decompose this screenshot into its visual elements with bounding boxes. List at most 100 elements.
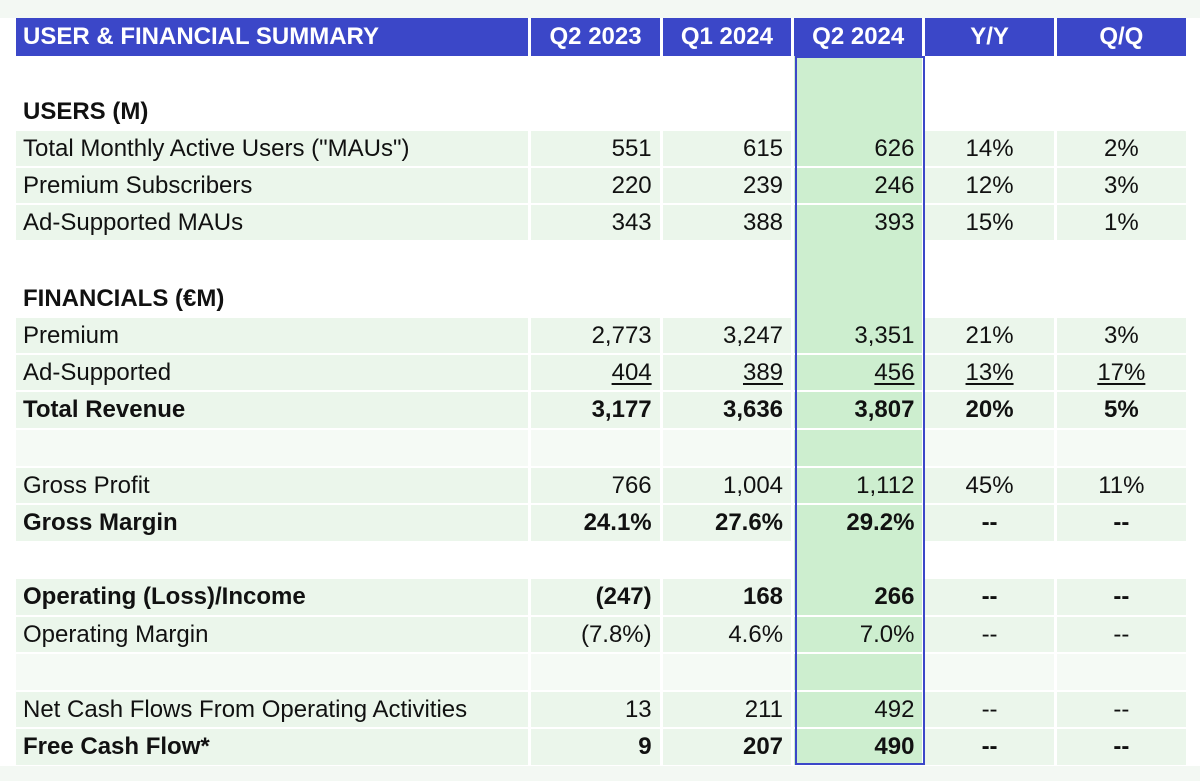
cell-value: 24.1% xyxy=(531,505,660,541)
cell-value: 239 xyxy=(662,168,792,203)
cell-value: 220 xyxy=(531,168,660,203)
cell-value: 13 xyxy=(531,692,660,727)
cell-value: 14% xyxy=(925,131,1054,166)
col-header-q2-2024: Q2 2024 xyxy=(794,18,923,56)
section-title: FINANCIALS (€M) xyxy=(23,285,225,312)
cell-value: 456 xyxy=(794,355,923,390)
table-row: Premium 2,773 3,247 3,351 21% 3% xyxy=(16,318,1186,353)
table-row: Ad-Supported MAUs 343 388 393 15% 1% xyxy=(16,205,1186,240)
cell-value: -- xyxy=(925,505,1054,541)
cell-value: 29.2% xyxy=(794,505,923,541)
col-header-q2-2023: Q2 2023 xyxy=(531,18,660,56)
cell-value: 9 xyxy=(531,729,660,765)
cell-value: (7.8%) xyxy=(531,617,660,652)
section-financials: FINANCIALS (€M) xyxy=(16,280,1186,318)
cell-value: 490 xyxy=(794,729,923,765)
cell-value: -- xyxy=(1056,729,1186,765)
table-row: Premium Subscribers 220 239 246 12% 3% xyxy=(16,168,1186,203)
cell-value: 45% xyxy=(925,468,1054,503)
row-label: Premium xyxy=(16,318,529,353)
table-row: Gross Profit 766 1,004 1,112 45% 11% xyxy=(16,468,1186,503)
table-row: Total Revenue 3,177 3,636 3,807 20% 5% xyxy=(16,392,1186,428)
cell-value: -- xyxy=(925,617,1054,652)
cell-value: 168 xyxy=(662,579,792,615)
cell-value: 492 xyxy=(794,692,923,727)
table-row: Ad-Supported 404 389 456 13% 17% xyxy=(16,355,1186,390)
row-label: Ad-Supported MAUs xyxy=(16,205,529,240)
row-label: Gross Profit xyxy=(16,468,529,503)
spacer-row xyxy=(16,654,1186,690)
row-label: Premium Subscribers xyxy=(16,168,529,203)
cell-value: 389 xyxy=(662,355,792,390)
cell-value: (247) xyxy=(531,579,660,615)
cell-value: -- xyxy=(1056,617,1186,652)
cell-value: 388 xyxy=(662,205,792,240)
table-row: Net Cash Flows From Operating Activities… xyxy=(16,692,1186,727)
cell-value: 3% xyxy=(1056,168,1186,203)
spacer-row xyxy=(16,56,1186,92)
cell-value: 615 xyxy=(662,131,792,166)
cell-value: 12% xyxy=(925,168,1054,203)
cell-value: 21% xyxy=(925,318,1054,353)
cell-value: 3,351 xyxy=(794,318,923,353)
spacer-row xyxy=(16,430,1186,466)
cell-value: 766 xyxy=(531,468,660,503)
row-label: Operating (Loss)/Income xyxy=(16,579,529,615)
cell-value: -- xyxy=(1056,505,1186,541)
cell-value: 1,004 xyxy=(662,468,792,503)
cell-value: 5% xyxy=(1056,392,1186,428)
cell-value: -- xyxy=(1056,579,1186,615)
cell-value: 207 xyxy=(662,729,792,765)
cell-value: 404 xyxy=(531,355,660,390)
spacer-row xyxy=(16,240,1186,280)
row-label: Free Cash Flow* xyxy=(16,729,529,765)
cell-value: 3,636 xyxy=(662,392,792,428)
cell-value: 17% xyxy=(1056,355,1186,390)
cell-value: 27.6% xyxy=(662,505,792,541)
row-label: Gross Margin xyxy=(16,505,529,541)
cell-value: 11% xyxy=(1056,468,1186,503)
row-label: Total Revenue xyxy=(16,392,529,428)
cell-value: 266 xyxy=(794,579,923,615)
cell-value: 3,177 xyxy=(531,392,660,428)
col-header-qq: Q/Q xyxy=(1056,18,1187,56)
row-label: Net Cash Flows From Operating Activities xyxy=(16,692,529,727)
section-users: USERS (M) xyxy=(16,92,1186,131)
cell-value: 1% xyxy=(1056,205,1186,240)
top-band xyxy=(0,0,1200,18)
cell-value: 13% xyxy=(925,355,1054,390)
row-label: Total Monthly Active Users ("MAUs") xyxy=(16,131,529,166)
table-row: Operating Margin (7.8%) 4.6% 7.0% -- -- xyxy=(16,617,1186,652)
bottom-band xyxy=(0,766,1200,781)
table-row: Total Monthly Active Users ("MAUs") 551 … xyxy=(16,131,1186,166)
cell-value: 551 xyxy=(531,131,660,166)
table-header: USER & FINANCIAL SUMMARY Q2 2023 Q1 2024… xyxy=(16,18,1187,56)
section-title: USERS (M) xyxy=(23,97,149,125)
cell-value: 20% xyxy=(925,392,1054,428)
cell-value: 3,807 xyxy=(794,392,923,428)
cell-value: 3% xyxy=(1056,318,1186,353)
cell-value: 246 xyxy=(794,168,923,203)
cell-value: 2,773 xyxy=(531,318,660,353)
cell-value: 7.0% xyxy=(794,617,923,652)
cell-value: -- xyxy=(925,729,1054,765)
cell-value: 4.6% xyxy=(662,617,792,652)
table-row: Gross Margin 24.1% 27.6% 29.2% -- -- xyxy=(16,505,1186,541)
cell-value: 15% xyxy=(925,205,1054,240)
col-header-yy: Y/Y xyxy=(925,18,1054,56)
cell-value: 1,112 xyxy=(794,468,923,503)
cell-value: 2% xyxy=(1056,131,1186,166)
cell-value: -- xyxy=(1056,692,1186,727)
cell-value: -- xyxy=(925,579,1054,615)
row-label: Ad-Supported xyxy=(16,355,529,390)
table-row: Free Cash Flow* 9 207 490 -- -- xyxy=(16,729,1186,765)
cell-value: 626 xyxy=(794,131,923,166)
table-title: USER & FINANCIAL SUMMARY xyxy=(16,18,529,56)
cell-value: -- xyxy=(925,692,1054,727)
row-label: Operating Margin xyxy=(16,617,529,652)
col-header-q1-2024: Q1 2024 xyxy=(662,18,792,56)
cell-value: 3,247 xyxy=(662,318,792,353)
cell-value: 393 xyxy=(794,205,923,240)
spacer-row xyxy=(16,541,1186,579)
